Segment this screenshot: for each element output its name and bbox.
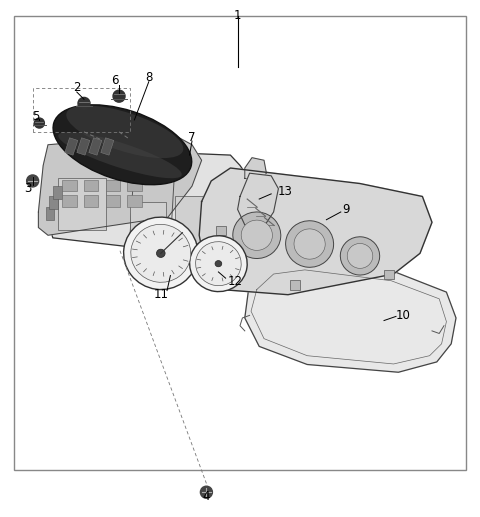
Bar — [130, 202, 166, 243]
Bar — [89, 138, 102, 155]
Text: 6: 6 — [111, 73, 119, 87]
Bar — [46, 207, 54, 220]
Text: 8: 8 — [145, 71, 153, 84]
Circle shape — [201, 486, 212, 498]
Circle shape — [78, 97, 90, 110]
Text: 11: 11 — [153, 288, 168, 301]
Text: 3: 3 — [24, 182, 32, 195]
Text: 13: 13 — [278, 185, 293, 198]
Polygon shape — [199, 168, 432, 295]
Ellipse shape — [347, 244, 373, 268]
Ellipse shape — [124, 217, 198, 290]
Bar — [62, 180, 77, 191]
Bar — [77, 138, 90, 155]
Text: 1: 1 — [234, 9, 241, 22]
Ellipse shape — [241, 220, 272, 250]
Ellipse shape — [58, 132, 182, 178]
Circle shape — [27, 175, 38, 187]
Ellipse shape — [196, 241, 241, 286]
Polygon shape — [238, 173, 278, 230]
Ellipse shape — [131, 224, 191, 282]
Text: 4: 4 — [203, 490, 210, 503]
Bar — [290, 280, 300, 290]
Bar — [14, 16, 466, 470]
Bar — [216, 226, 226, 235]
Ellipse shape — [190, 236, 247, 292]
Bar — [62, 195, 77, 207]
Ellipse shape — [53, 105, 192, 185]
Bar — [106, 195, 120, 207]
Ellipse shape — [340, 237, 380, 275]
Circle shape — [35, 118, 44, 128]
Ellipse shape — [233, 212, 281, 258]
Ellipse shape — [156, 249, 165, 257]
Text: 5: 5 — [32, 110, 40, 123]
Polygon shape — [245, 258, 456, 372]
Ellipse shape — [66, 105, 183, 158]
Bar — [49, 196, 58, 209]
Bar — [127, 195, 142, 207]
Ellipse shape — [286, 221, 334, 267]
Bar — [65, 138, 78, 155]
Polygon shape — [46, 147, 259, 251]
Text: 12: 12 — [228, 275, 243, 288]
Polygon shape — [245, 158, 266, 181]
Bar — [58, 178, 106, 230]
Text: 9: 9 — [342, 203, 349, 216]
Ellipse shape — [215, 261, 222, 267]
Bar — [384, 270, 394, 279]
Text: 10: 10 — [396, 309, 410, 322]
Bar — [175, 196, 218, 243]
Bar — [127, 180, 142, 191]
Bar — [84, 180, 98, 191]
Text: 2: 2 — [73, 81, 81, 95]
Circle shape — [113, 90, 125, 102]
Text: 7: 7 — [188, 130, 196, 144]
Bar — [101, 138, 114, 155]
Polygon shape — [38, 134, 202, 235]
Bar — [53, 186, 62, 199]
Bar — [106, 180, 120, 191]
Ellipse shape — [294, 229, 325, 259]
Bar — [84, 195, 98, 207]
